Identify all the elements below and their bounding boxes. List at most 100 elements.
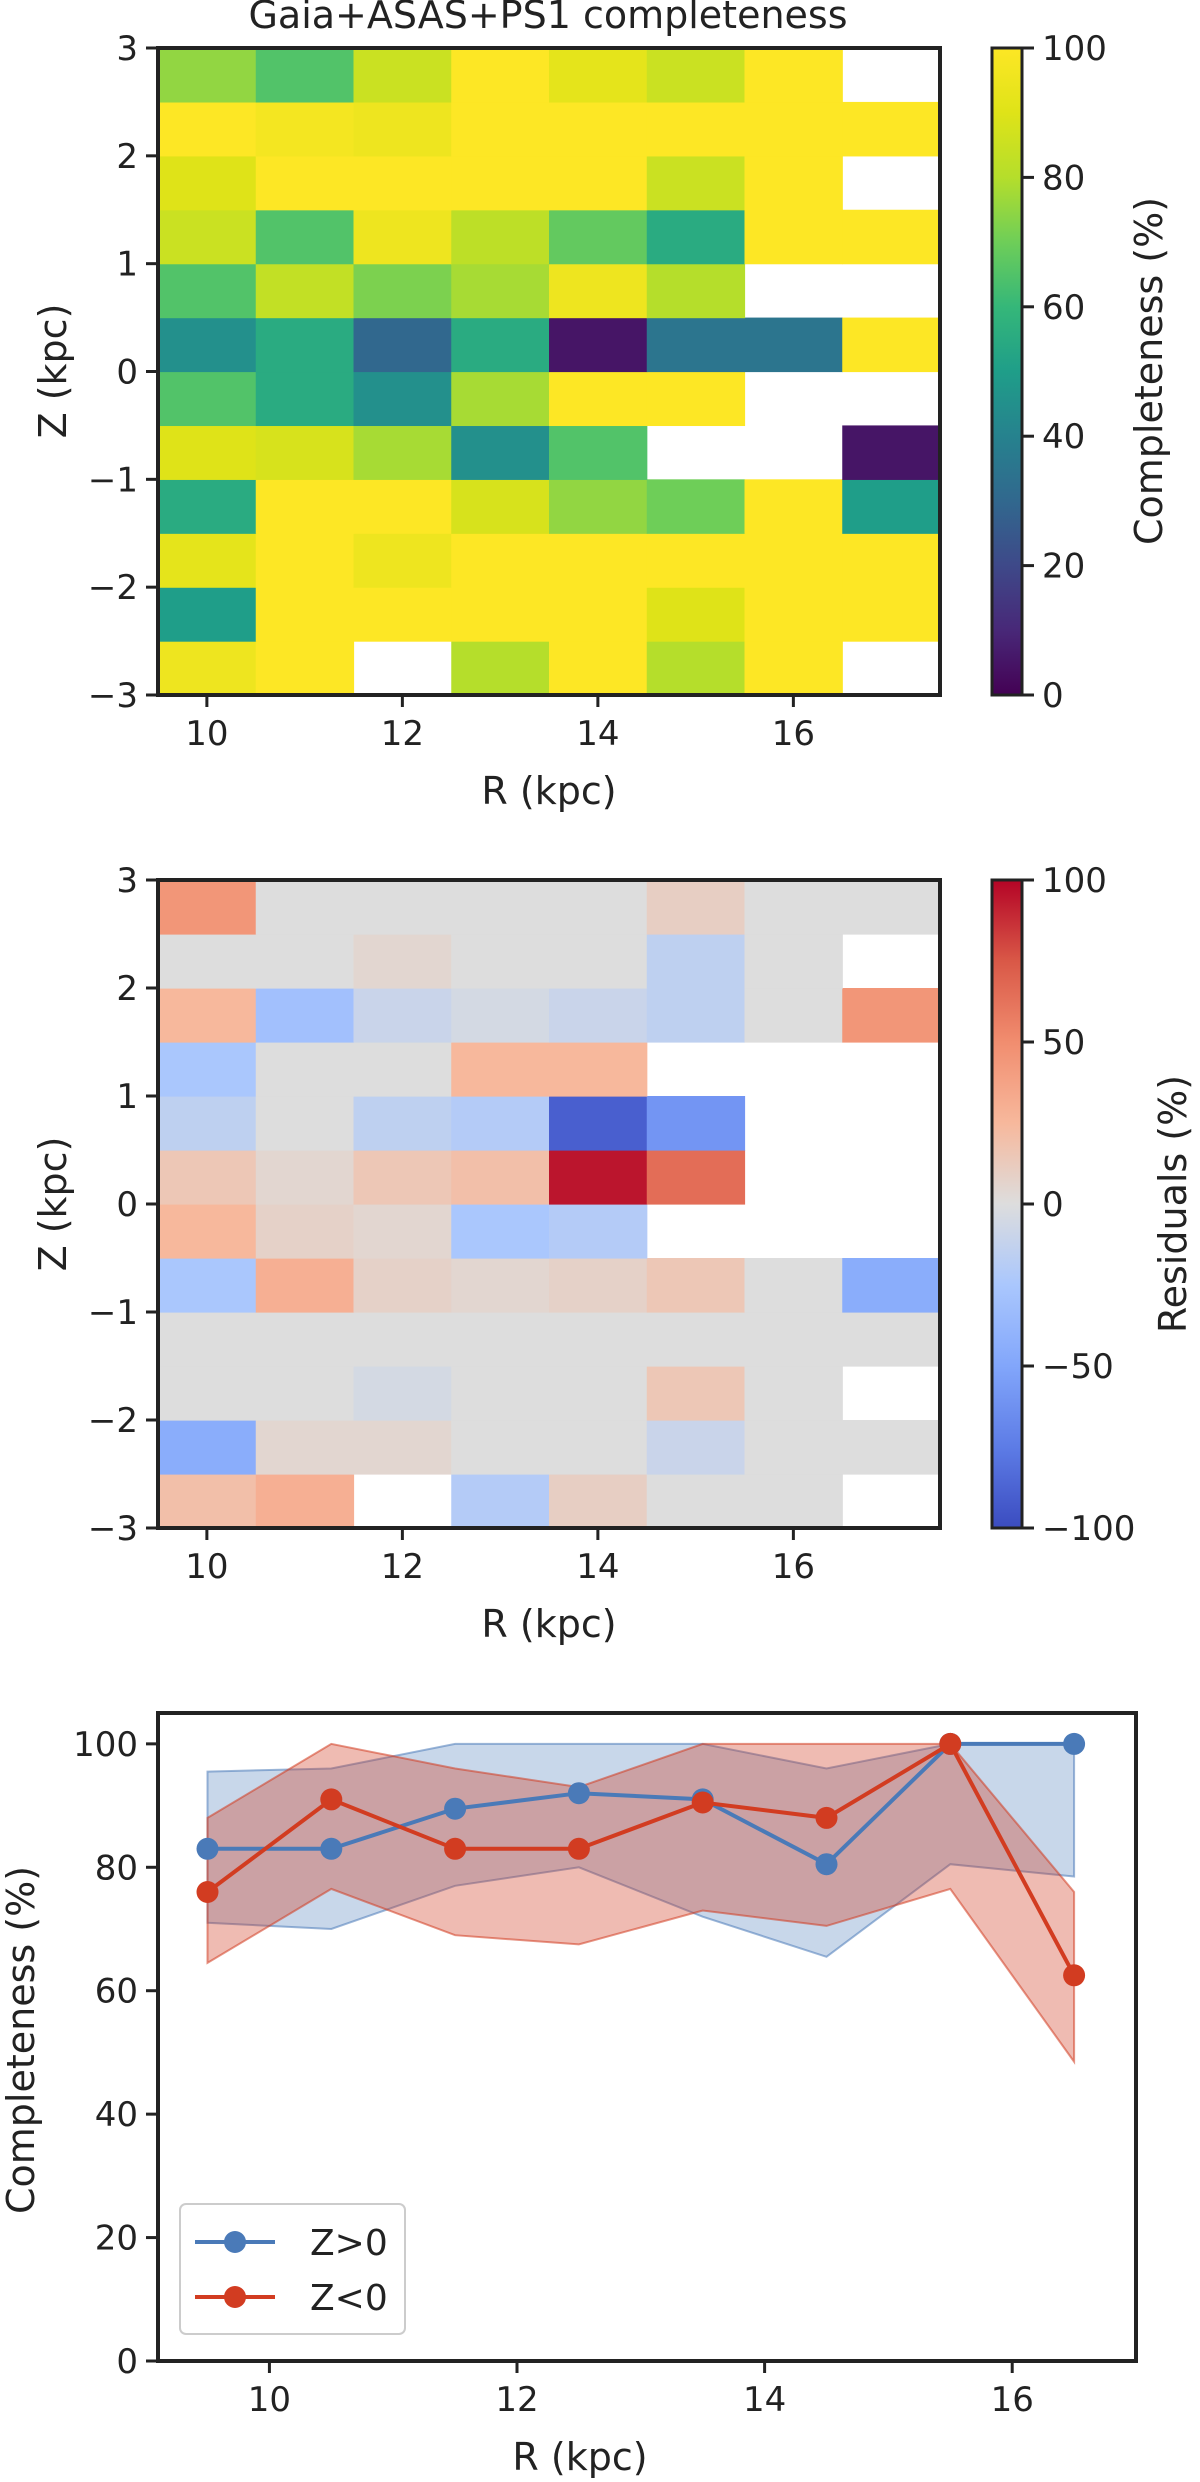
- heatmap-cell: [353, 988, 452, 1043]
- heatmap-cell: [255, 641, 355, 696]
- panel1-colorbar: [990, 46, 1024, 697]
- point-z-neg: [196, 1881, 219, 1903]
- heatmap-cell: [451, 155, 550, 211]
- x-tick-label: 14: [576, 1547, 619, 1587]
- y-tick-label: 0: [116, 2342, 138, 2382]
- heatmap-cell: [646, 587, 746, 642]
- heatmap-cell: [744, 479, 843, 534]
- y-tick-label: 1: [116, 245, 138, 285]
- heatmap-cell: [549, 1312, 648, 1367]
- heatmap-cell: [255, 533, 355, 588]
- heatmap-cell: [549, 1096, 648, 1151]
- completeness-line-panel: 10 12 14 16 0 20 40 60 80 100 R (kpc) Completenes…: [0, 1711, 1138, 2479]
- heatmap-cell: [255, 1042, 355, 1097]
- heatmap-cell: [842, 317, 941, 373]
- heatmap-cell: [744, 587, 843, 642]
- heatmap-cell: [158, 209, 257, 265]
- y-tick-label: 0: [116, 353, 138, 393]
- heatmap-cell: [255, 1474, 355, 1529]
- panel2-colorbar-label: Residuals (%): [1151, 1075, 1195, 1333]
- line-z-neg: [206, 1741, 1076, 1977]
- heatmap-cell: [451, 209, 550, 265]
- legend-label-z-neg: Z<0: [310, 2278, 388, 2319]
- panel3-ylabel: Completeness (%): [0, 1866, 43, 2214]
- heatmap-cell: [451, 641, 550, 696]
- line-z-pos: [207, 1741, 1075, 1867]
- heatmap-cell: [744, 1474, 843, 1529]
- heatmap-cell: [744, 1312, 843, 1367]
- heatmap-cell: [549, 533, 648, 588]
- heatmap-cell: [451, 988, 550, 1043]
- heatmap-cell: [646, 479, 746, 534]
- heatmap-cell: [646, 1258, 746, 1313]
- panel2-xlabel: R (kpc): [481, 1602, 616, 1646]
- heatmap-cell: [549, 1420, 648, 1475]
- heatmap-cell: [646, 101, 746, 157]
- panel1-cells: [158, 48, 941, 696]
- heatmap-cell: [744, 209, 843, 265]
- heatmap-cell: [744, 880, 843, 935]
- heatmap-cell: [646, 641, 746, 696]
- heatmap-cell: [353, 479, 452, 534]
- heatmap-cell: [744, 934, 843, 989]
- heatmap-cell: [451, 425, 550, 480]
- heatmap-cell: [451, 371, 550, 427]
- heatmap-cell: [549, 1258, 648, 1313]
- heatmap-cell: [842, 1420, 941, 1475]
- colorbar-tick-label: 0: [1042, 676, 1064, 716]
- colorbar-tick-label: 20: [1042, 547, 1085, 587]
- heatmap-cell: [255, 1204, 355, 1259]
- heatmap-cell: [158, 479, 257, 534]
- point-z-pos: [196, 1837, 219, 1860]
- colorbar-tick-label: 100: [1042, 29, 1107, 69]
- heatmap-cell: [158, 425, 257, 480]
- heatmap-cell: [842, 587, 941, 642]
- point-z-pos: [320, 1837, 343, 1860]
- point-z-pos: [444, 1797, 467, 1820]
- panel3-frame: [156, 1711, 1138, 2363]
- heatmap-cell: [744, 317, 843, 373]
- point-z-pos: [815, 1853, 838, 1876]
- panel1-colorbar-ticks: 0 20 40 60 80 100: [1022, 29, 1107, 716]
- heatmap-cell: [842, 1312, 941, 1367]
- heatmap-cell: [744, 1258, 843, 1313]
- heatmap-cell: [353, 1366, 452, 1421]
- heatmap-cell: [158, 1258, 257, 1313]
- x-tick-label: 16: [772, 1547, 815, 1587]
- heatmap-cell: [353, 587, 452, 642]
- heatmap-cell: [744, 1420, 843, 1475]
- heatmap-cell: [451, 1366, 550, 1421]
- heatmap-cell: [353, 1312, 452, 1367]
- heatmap-cell: [353, 155, 452, 211]
- heatmap-cell: [549, 371, 648, 427]
- heatmap-cell: [255, 48, 355, 103]
- point-z-neg: [691, 1791, 714, 1814]
- heatmap-cell: [549, 1042, 648, 1097]
- heatmap-cell: [255, 263, 355, 319]
- heatmap-cell: [549, 209, 648, 265]
- y-tick-label: 2: [116, 969, 138, 1009]
- point-z-neg: [320, 1788, 343, 1811]
- heatmap-cell: [158, 1150, 257, 1205]
- heatmap-cell: [158, 880, 257, 935]
- heatmap-cell: [353, 880, 452, 935]
- heatmap-cell: [353, 1204, 452, 1259]
- heatmap-cell: [255, 1366, 355, 1421]
- heatmap-cell: [158, 155, 257, 211]
- heatmap-cell: [158, 371, 257, 427]
- heatmap-cell: [842, 101, 941, 157]
- heatmap-cell: [646, 263, 746, 319]
- heatmap-cell: [842, 880, 941, 935]
- heatmap-cell: [549, 587, 648, 642]
- heatmap-cell: [353, 317, 452, 373]
- panel3-axes: 10 12 14 16 0 20 40 60 80 100: [73, 1725, 1034, 2420]
- heatmap-cell: [646, 934, 746, 989]
- heatmap-cell: [158, 988, 257, 1043]
- heatmap-cell: [353, 425, 452, 480]
- heatmap-cell: [842, 209, 941, 265]
- heatmap-cell: [646, 317, 746, 373]
- x-tick-label: 12: [381, 1547, 424, 1587]
